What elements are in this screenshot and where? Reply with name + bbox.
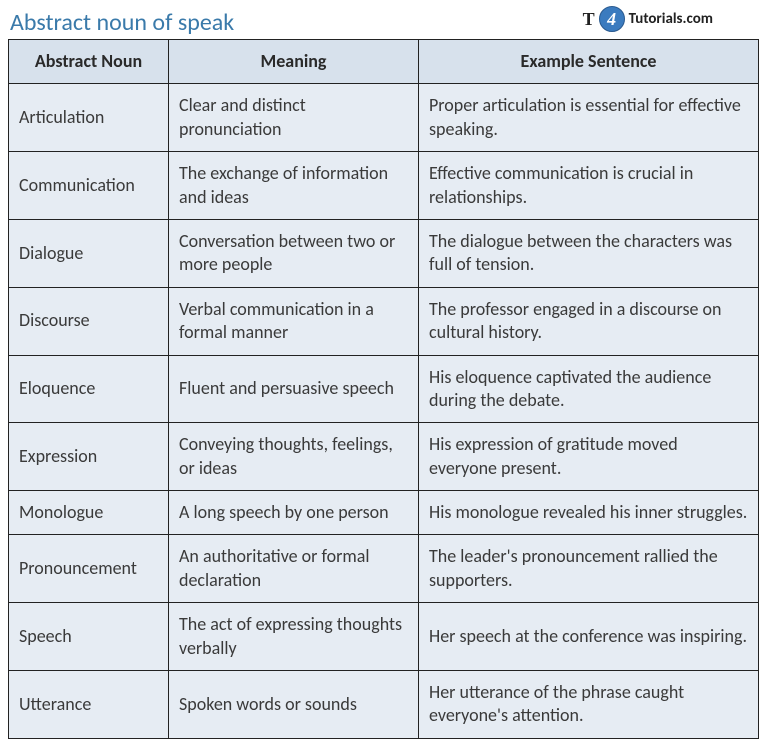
table-row: DialogueConversation between two or more… [9,219,759,287]
noun-cell: Articulation [9,84,169,152]
table-header-meaning: Meaning [169,40,419,84]
noun-cell: Expression [9,423,169,491]
example-cell: Proper articulation is essential for eff… [419,84,759,152]
meaning-cell: Spoken words or sounds [169,671,419,739]
example-cell: Her speech at the conference was inspiri… [419,603,759,671]
example-cell: His expression of gratitude moved everyo… [419,423,759,491]
example-cell: The dialogue between the characters was … [419,219,759,287]
meaning-cell: Conversation between two or more people [169,219,419,287]
table-row: PronouncementAn authoritative or formal … [9,535,759,603]
example-cell: Her utterance of the phrase caught every… [419,671,759,739]
noun-cell: Utterance [9,671,169,739]
noun-cell: Dialogue [9,219,169,287]
abstract-noun-table: Abstract Noun Meaning Example Sentence A… [8,39,759,739]
noun-cell: Pronouncement [9,535,169,603]
table-row: DiscourseVerbal communication in a forma… [9,287,759,355]
noun-cell: Monologue [9,491,169,535]
meaning-cell: The act of expressing thoughts verbally [169,603,419,671]
table-header-noun: Abstract Noun [9,40,169,84]
noun-cell: Eloquence [9,355,169,423]
example-cell: The professor engaged in a discourse on … [419,287,759,355]
meaning-cell: Clear and distinct pronunciation [169,84,419,152]
table-row: MonologueA long speech by one personHis … [9,491,759,535]
table-header-example: Example Sentence [419,40,759,84]
example-cell: His eloquence captivated the audience du… [419,355,759,423]
example-cell: His monologue revealed his inner struggl… [419,491,759,535]
site-logo: T 4 Tutorials.com [583,6,713,32]
table-row: CommunicationThe exchange of information… [9,152,759,220]
logo-site-name: Tutorials.com [629,10,713,28]
meaning-cell: Fluent and persuasive speech [169,355,419,423]
meaning-cell: Verbal communication in a formal manner [169,287,419,355]
table-header-row: Abstract Noun Meaning Example Sentence [9,40,759,84]
meaning-cell: The exchange of information and ideas [169,152,419,220]
example-cell: The leader's pronouncement rallied the s… [419,535,759,603]
noun-cell: Discourse [9,287,169,355]
table-row: ExpressionConveying thoughts, feelings, … [9,423,759,491]
meaning-cell: An authoritative or formal declaration [169,535,419,603]
table-row: SpeechThe act of expressing thoughts ver… [9,603,759,671]
logo-letter-t: T [583,9,595,30]
table-row: EloquenceFluent and persuasive speechHis… [9,355,759,423]
example-cell: Effective communication is crucial in re… [419,152,759,220]
noun-cell: Speech [9,603,169,671]
logo-circle-icon: 4 [599,6,625,32]
table-row: ArticulationClear and distinct pronuncia… [9,84,759,152]
table-row: UtteranceSpoken words or soundsHer utter… [9,671,759,739]
noun-cell: Communication [9,152,169,220]
meaning-cell: Conveying thoughts, feelings, or ideas [169,423,419,491]
meaning-cell: A long speech by one person [169,491,419,535]
